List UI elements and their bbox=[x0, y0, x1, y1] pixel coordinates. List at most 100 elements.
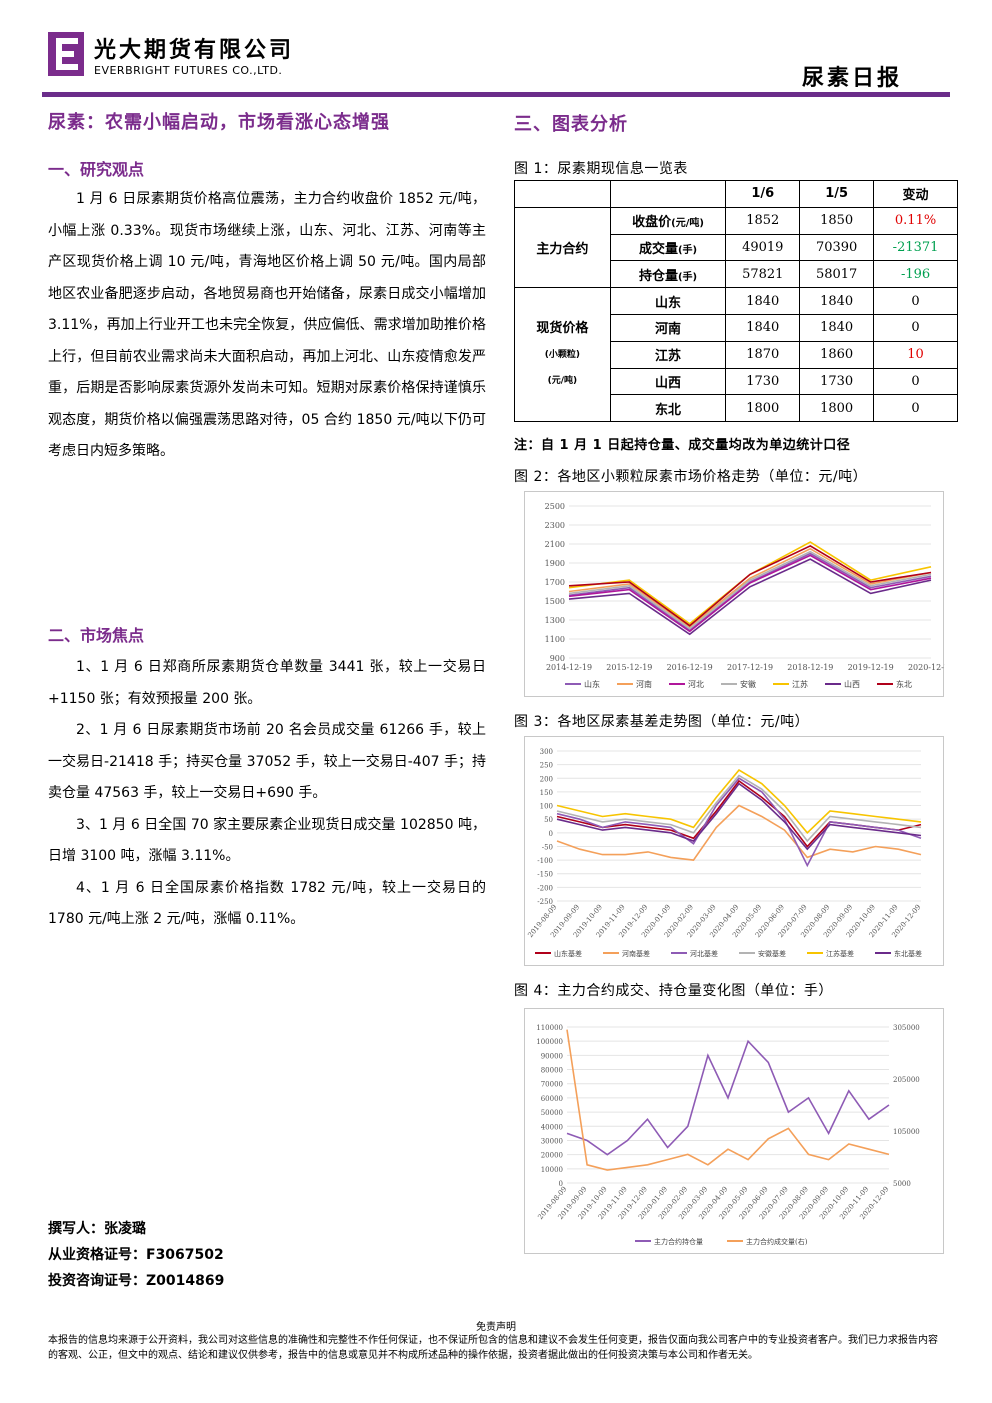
cell-value: 49019 bbox=[725, 233, 801, 262]
y-tick-label: 100000 bbox=[536, 1038, 563, 1046]
y-tick-label: -150 bbox=[537, 871, 553, 879]
chart4-volume-oi: 0 10000 20000 30000 40000 50000 60000 70000 8000… bbox=[536, 1024, 920, 1246]
focus-item: 1、1 月 6 日郑商所尿素期货仓单数量 3441 张，较上一交易日+1150 … bbox=[48, 659, 486, 707]
series-line bbox=[568, 547, 932, 628]
group-spot-sub2: (元/吨) bbox=[547, 375, 578, 386]
chart4-box: 0 10000 20000 30000 40000 50000 60000 70000 8000… bbox=[524, 1008, 944, 1254]
cell-value: 1860 bbox=[799, 340, 875, 369]
y-tick-label: -50 bbox=[542, 843, 553, 851]
header-divider bbox=[42, 92, 950, 97]
row-unit: (元/吨) bbox=[671, 218, 704, 230]
x-tick-label: 2019-12-19 bbox=[848, 663, 894, 672]
series-line bbox=[556, 777, 922, 868]
chart3-caption: 图 3：各地区尿素基差走势图（单位：元/吨） bbox=[514, 714, 810, 730]
y-tick-label: 1900 bbox=[545, 559, 565, 568]
x-tick-label: 2017-12-19 bbox=[727, 663, 773, 672]
cell-value: 1840 bbox=[799, 287, 875, 315]
company-name-en: EVERBRIGHT FUTURES CO.,LTD. bbox=[94, 64, 283, 77]
y-tick-label: 900 bbox=[550, 654, 565, 663]
company-name-cn: 光大期货有限公司 bbox=[94, 37, 295, 63]
row-unit: (手) bbox=[677, 271, 698, 283]
cell-value: 1852 bbox=[725, 206, 801, 235]
series-line bbox=[556, 804, 922, 861]
series-line bbox=[568, 544, 932, 627]
legend-label: 江苏基差 bbox=[826, 949, 854, 958]
y-tick-label: -250 bbox=[537, 898, 553, 906]
cell-value: 1840 bbox=[725, 287, 801, 315]
row-name: 持仓量 bbox=[638, 268, 678, 284]
cell-value: 1850 bbox=[799, 206, 875, 235]
y-tick-label: 50000 bbox=[541, 1109, 563, 1117]
legend-label: 山西 bbox=[844, 679, 860, 689]
cell-value: 1840 bbox=[725, 313, 801, 342]
section-chart-title: 三、图表分析 bbox=[514, 114, 628, 135]
report-type: 尿素日报 bbox=[802, 65, 903, 91]
disclaimer-text: 本报告的信息均来源于公开资料，我公司对这些信息的准确性和完整性不作任何保证，也不… bbox=[48, 1335, 938, 1361]
y-tick-label: 1500 bbox=[545, 597, 565, 606]
focus-list: 1、1 月 6 日郑商所尿素期货仓单数量 3441 张，较上一交易日+1150 … bbox=[48, 652, 486, 936]
chart3-box: -250 -200 -150 -100 -50 0 50 100 150 200 250 300 201… bbox=[524, 736, 944, 966]
y-tick-label: 50 bbox=[544, 816, 553, 824]
y-tick-label: 0 bbox=[559, 1180, 563, 1188]
series-line bbox=[568, 552, 932, 632]
y-tick-label: 300 bbox=[540, 748, 553, 756]
y-tick-label: 250 bbox=[540, 762, 553, 770]
table-caption: 图 1：尿素期现信息一览表 bbox=[514, 161, 688, 177]
legend-label: 东北 bbox=[896, 679, 912, 689]
cell-change: -21371 bbox=[873, 233, 958, 262]
author-name: 撰写人：张凌璐 bbox=[48, 1221, 146, 1237]
y-tick-label: 1300 bbox=[545, 616, 565, 625]
legend-label: 江苏 bbox=[792, 679, 808, 689]
chart3-basis-trend: -250-200-150-100-50050100150200250300201… bbox=[526, 748, 922, 958]
series-line bbox=[556, 782, 922, 851]
consult-number: 投资咨询证号：Z0014869 bbox=[48, 1273, 225, 1289]
y2-tick-label: 5000 bbox=[893, 1180, 911, 1188]
cell-change: 10 bbox=[873, 340, 958, 369]
company-logo bbox=[48, 32, 84, 76]
table-row: 山西 1730 1730 0 bbox=[515, 367, 958, 396]
series-line bbox=[568, 558, 932, 636]
cell-value: 1840 bbox=[799, 313, 875, 342]
row-name: 山东 bbox=[609, 287, 727, 315]
legend-label: 安徽基差 bbox=[758, 949, 786, 958]
x-tick-label: 2020-12-19 bbox=[908, 663, 945, 672]
table-row: 现货价格 (小颗粒) (元/吨) 山东 1840 1840 0 bbox=[514, 287, 958, 423]
chart2-caption: 图 2：各地区小颗粒尿素市场价格走势（单位：元/吨） bbox=[514, 469, 868, 485]
row-unit: (手) bbox=[677, 244, 698, 256]
series-line bbox=[556, 774, 922, 843]
y-tick-label: 80000 bbox=[541, 1067, 563, 1075]
header-date-2: 1/5 bbox=[799, 180, 875, 208]
row-name: 山西 bbox=[609, 367, 727, 396]
cell-value: 1800 bbox=[799, 394, 875, 423]
section-research-title: 一、研究观点 bbox=[48, 160, 145, 179]
cell-value: 70390 bbox=[799, 233, 875, 262]
y-tick-label: 40000 bbox=[541, 1123, 563, 1131]
header-date-1: 1/6 bbox=[725, 180, 801, 208]
research-text: 1 月 6 日尿素期货价格高位震荡，主力合约收盘价 1852 元/吨，小幅上涨 … bbox=[48, 191, 486, 459]
focus-item: 2、1 月 6 日尿素期货市场前 20 名会员成交量 61266 手，较上一交易… bbox=[48, 722, 486, 801]
qualification-number: 从业资格证号：F3067502 bbox=[48, 1247, 224, 1263]
y-tick-label: 1700 bbox=[545, 578, 565, 587]
cell-value: 1730 bbox=[725, 367, 801, 396]
x-tick-label: 2018-12-19 bbox=[787, 663, 833, 672]
y-tick-label: -100 bbox=[537, 857, 553, 865]
row-name: 收盘价 bbox=[632, 215, 672, 231]
y2-tick-label: 305000 bbox=[893, 1024, 920, 1032]
table-row: 东北 1800 1800 0 bbox=[515, 394, 958, 423]
cell-change: 0.11% bbox=[873, 206, 958, 235]
section-focus-title: 二、市场焦点 bbox=[48, 626, 145, 645]
cell-value: 1730 bbox=[799, 367, 875, 396]
cell-change: 0 bbox=[873, 367, 958, 396]
chart2-box: 900 1100 1300 1500 1700 1900 2100 2300 2500 2014-… bbox=[524, 491, 954, 697]
x-tick-label: 2014-12-19 bbox=[546, 663, 592, 672]
chart4-caption: 图 4：主力合约成交、持仓量变化图（单位：手） bbox=[514, 983, 833, 999]
summary-table: 1/6 1/5 变动 主力合约 收盘价(元/吨) 1852 1850 0.11%… bbox=[514, 180, 958, 423]
x-tick-label: 2016-12-19 bbox=[667, 663, 713, 672]
cell-value: 1800 bbox=[725, 394, 801, 423]
cell-change: -196 bbox=[873, 260, 958, 289]
y-tick-label: 70000 bbox=[541, 1081, 563, 1089]
headline: 尿素：农需小幅启动，市场看涨心态增强 bbox=[48, 112, 390, 133]
cell-change: 0 bbox=[873, 394, 958, 423]
focus-item: 3、1 月 6 日全国 70 家主要尿素企业现货日成交量 102850 吨，日增… bbox=[48, 816, 486, 865]
legend-label: 河南 bbox=[636, 679, 652, 689]
